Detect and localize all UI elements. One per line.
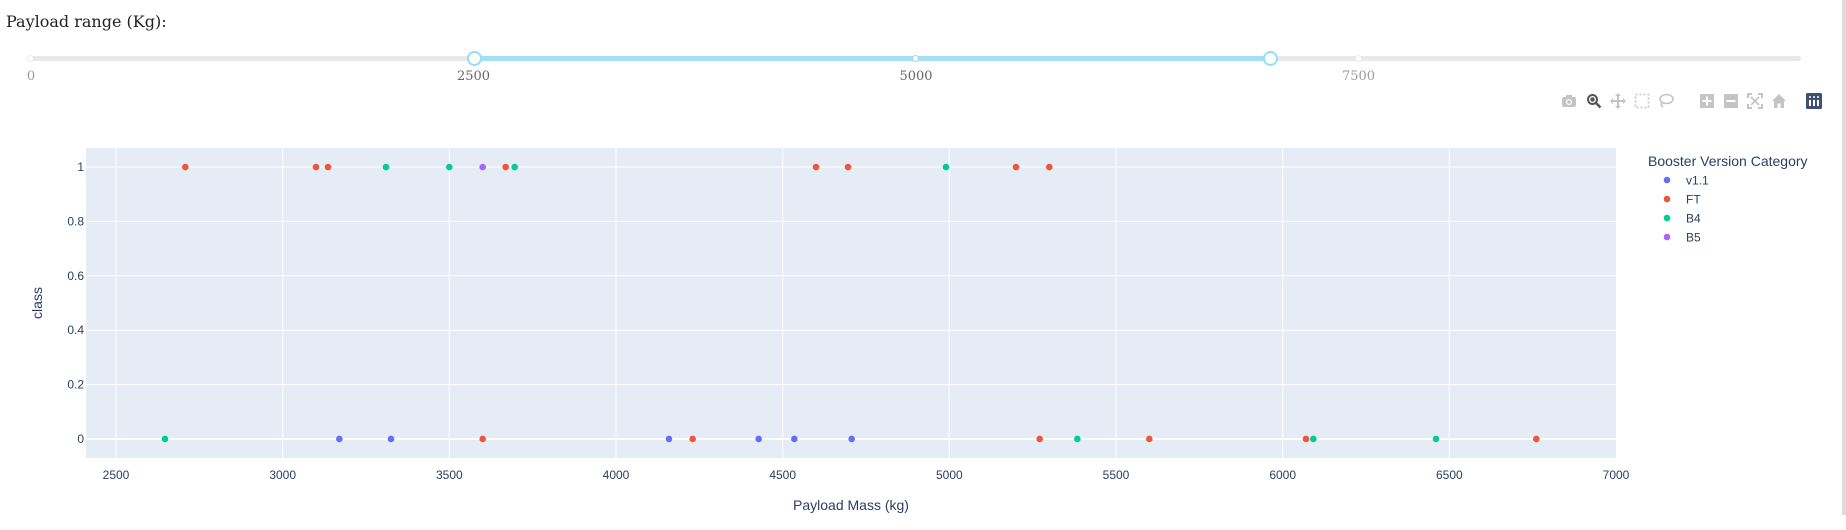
x-tick-label: 2500 bbox=[103, 468, 130, 482]
data-point-b4[interactable] bbox=[446, 163, 453, 171]
x-tick-label: 3000 bbox=[269, 468, 296, 482]
legend-item[interactable]: v1.1 bbox=[1663, 174, 1709, 188]
data-point-v1-1[interactable] bbox=[755, 435, 762, 443]
data-point-v1-1[interactable] bbox=[848, 435, 855, 443]
data-point-ft[interactable] bbox=[182, 163, 189, 171]
zoom-in-icon[interactable] bbox=[1698, 92, 1716, 110]
payload-range-slider[interactable]: 0 2500 5000 7500 bbox=[27, 51, 1801, 84]
y-axis-title: class bbox=[29, 287, 45, 319]
data-point-b4[interactable] bbox=[1074, 435, 1081, 443]
data-point-ft[interactable] bbox=[812, 163, 820, 171]
payload-range-label: Payload range (Kg): bbox=[6, 12, 167, 31]
data-point-ft[interactable] bbox=[1046, 163, 1053, 171]
data-point-ft[interactable] bbox=[1533, 435, 1540, 443]
data-point-ft[interactable] bbox=[844, 163, 852, 171]
x-tick-label: 6000 bbox=[1269, 468, 1296, 482]
data-point-v1-1[interactable] bbox=[665, 435, 673, 443]
data-point-ft[interactable] bbox=[689, 435, 696, 443]
y-tick-label: 0.8 bbox=[67, 214, 84, 228]
x-tick-label: 5500 bbox=[1103, 468, 1130, 482]
slider-dot[interactable] bbox=[1354, 55, 1362, 62]
legend-marker bbox=[1663, 195, 1671, 203]
x-tick-label: 7000 bbox=[1603, 468, 1630, 482]
data-point-b4[interactable] bbox=[1432, 435, 1440, 443]
data-point-ft[interactable] bbox=[324, 163, 332, 171]
data-point-b4[interactable] bbox=[161, 435, 169, 443]
data-point-ft[interactable] bbox=[479, 435, 486, 443]
autoscale-icon[interactable] bbox=[1746, 92, 1764, 110]
data-point-ft[interactable] bbox=[1012, 163, 1020, 171]
x-tick-label: 3500 bbox=[436, 468, 463, 482]
legend: Booster Version Category v1.1 FT B4 B5 bbox=[1648, 153, 1808, 245]
y-tick-label: 0.4 bbox=[67, 323, 84, 337]
data-point-ft[interactable] bbox=[1036, 435, 1043, 443]
slider-dot[interactable] bbox=[912, 55, 919, 62]
data-point-b4[interactable] bbox=[511, 163, 518, 171]
zoom-icon[interactable] bbox=[1585, 92, 1603, 110]
data-point-b4[interactable] bbox=[382, 163, 390, 171]
slider-dot[interactable] bbox=[27, 55, 34, 62]
data-point-ft[interactable] bbox=[312, 163, 320, 171]
data-point-b4[interactable] bbox=[1310, 435, 1317, 443]
data-point-ft[interactable] bbox=[502, 163, 509, 171]
camera-icon[interactable] bbox=[1560, 92, 1578, 110]
reset-axes-icon[interactable] bbox=[1770, 92, 1788, 110]
data-point-ft[interactable] bbox=[1146, 435, 1153, 443]
legend-label: B4 bbox=[1686, 212, 1701, 226]
plot-area[interactable] bbox=[86, 148, 1616, 458]
pan-icon[interactable] bbox=[1609, 92, 1627, 110]
slider-mark-label[interactable]: 5000 bbox=[899, 69, 933, 84]
x-tick-label: 4500 bbox=[769, 468, 796, 482]
legend-marker bbox=[1663, 214, 1671, 222]
legend-item[interactable]: B5 bbox=[1663, 231, 1701, 245]
legend-item[interactable]: B4 bbox=[1663, 212, 1701, 226]
x-axis-title: Payload Mass (kg) bbox=[793, 497, 909, 513]
legend-marker bbox=[1663, 176, 1671, 184]
y-tick-label: 0.2 bbox=[67, 378, 84, 392]
y-tick-label: 0.6 bbox=[67, 269, 84, 283]
x-tick-label: 5000 bbox=[936, 468, 963, 482]
plotly-logo-icon[interactable] bbox=[1805, 92, 1823, 110]
slider-mark-label[interactable]: 2500 bbox=[456, 69, 491, 84]
data-point-b5[interactable] bbox=[479, 163, 486, 171]
data-point-v1-1[interactable] bbox=[791, 435, 798, 443]
data-point-ft[interactable] bbox=[1302, 435, 1310, 443]
data-point-v1-1[interactable] bbox=[336, 435, 343, 443]
legend-title: Booster Version Category bbox=[1648, 153, 1808, 169]
x-tick-label: 4000 bbox=[603, 468, 630, 482]
box-select-icon[interactable] bbox=[1633, 92, 1651, 110]
zoom-out-icon[interactable] bbox=[1722, 92, 1740, 110]
legend-marker bbox=[1663, 233, 1671, 241]
data-point-b4[interactable] bbox=[942, 163, 950, 171]
y-tick-label: 1 bbox=[77, 160, 84, 174]
legend-item[interactable]: FT bbox=[1663, 193, 1702, 207]
y-tick-label: 0 bbox=[77, 432, 84, 446]
data-point-v1-1[interactable] bbox=[387, 435, 395, 443]
legend-label: FT bbox=[1686, 193, 1701, 207]
x-tick-label: 6500 bbox=[1436, 468, 1463, 482]
lasso-select-icon[interactable] bbox=[1657, 92, 1675, 110]
legend-label: v1.1 bbox=[1686, 174, 1709, 188]
legend-label: B5 bbox=[1686, 231, 1701, 245]
slider-handle-high[interactable] bbox=[1263, 51, 1278, 66]
slider-mark-label[interactable]: 7500 bbox=[1341, 69, 1376, 84]
slider-selected-track[interactable] bbox=[473, 56, 1270, 61]
page-scrollbar[interactable] bbox=[1842, 0, 1846, 515]
slider-mark-label[interactable]: 0 bbox=[26, 69, 36, 84]
slider-handle-low[interactable] bbox=[466, 51, 482, 66]
